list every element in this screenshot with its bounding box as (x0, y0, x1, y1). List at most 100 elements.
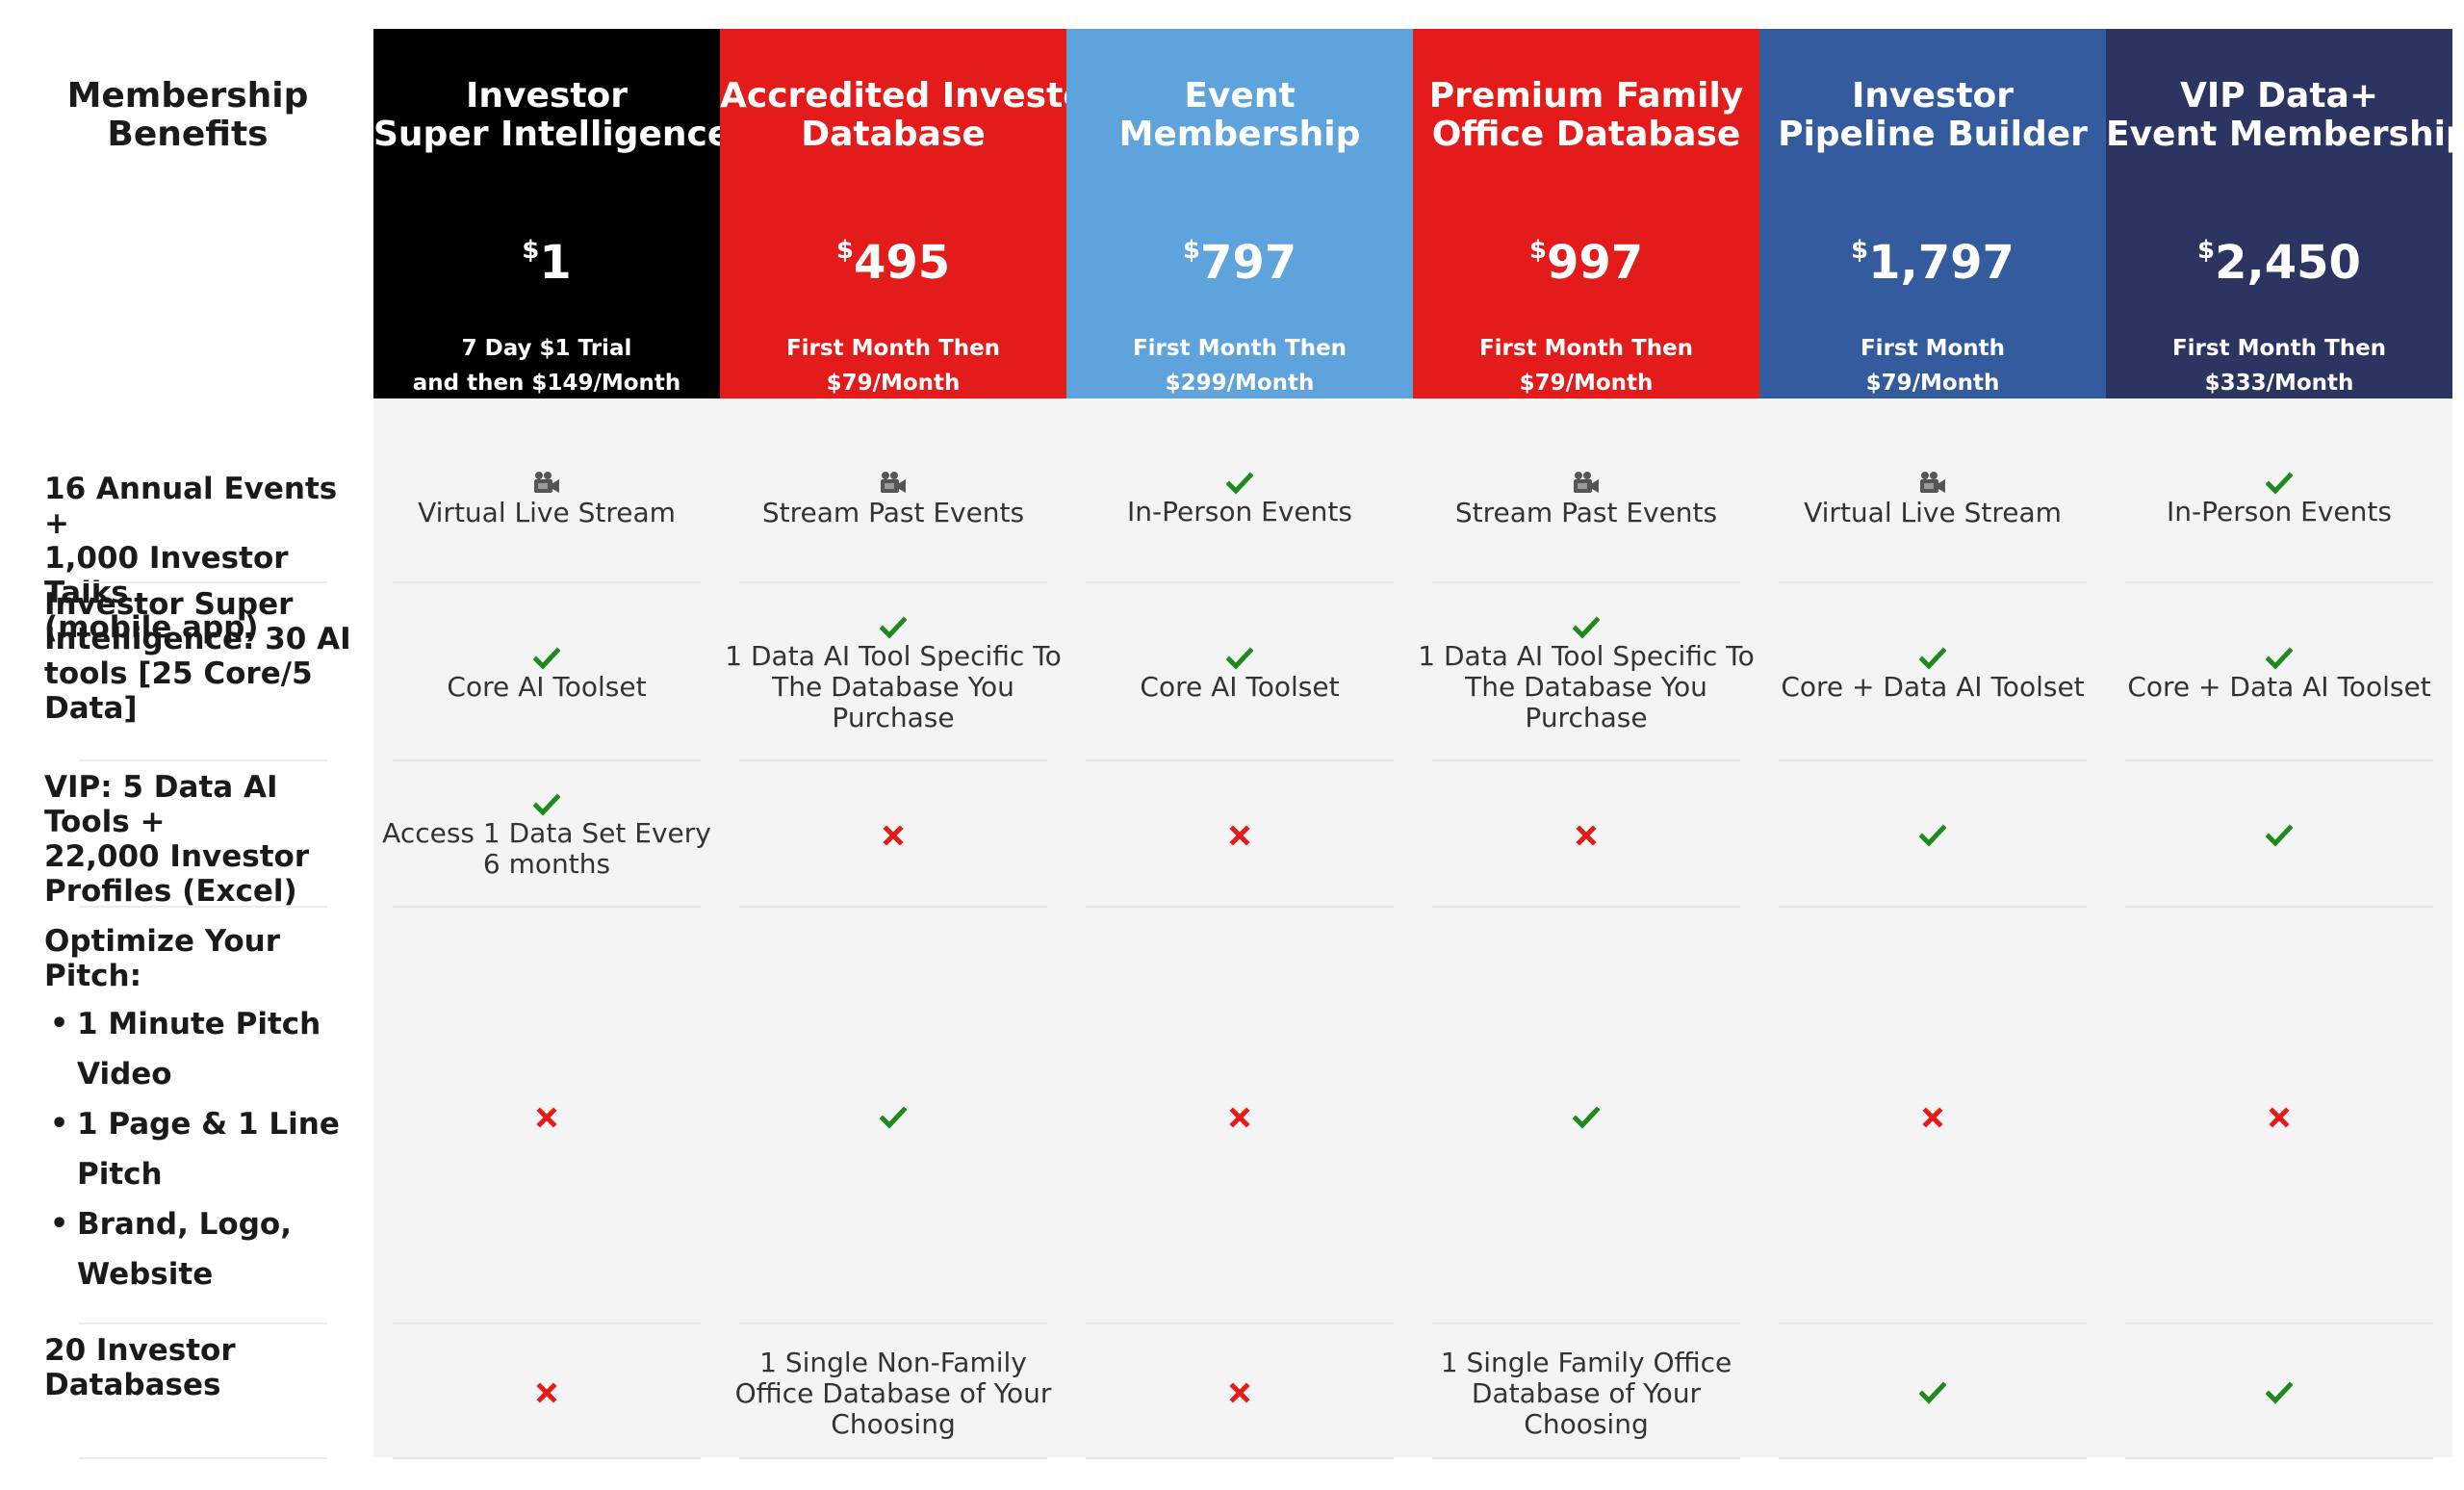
row-label-line: Optimize Your Pitch: (44, 924, 281, 993)
cell-divider (739, 1457, 1047, 1459)
row-label-line: Databases (44, 1368, 221, 1402)
row-label-line: 22,000 Investor (44, 839, 310, 874)
row-label-4: Optimize Your Pitch: • 1 Minute Pitch Video… (44, 924, 352, 1299)
billing-line: 7 Day $1 Trial (461, 336, 632, 361)
feature-cell-text: Purchase (832, 702, 955, 733)
pitch-feature-item: • 1 Page & 1 Line Pitch (44, 1099, 352, 1199)
check-icon (1573, 1106, 1600, 1129)
video-camera-icon (1920, 472, 1945, 493)
feature-cell-text: Database of Your (1471, 1377, 1702, 1409)
video-camera-icon (881, 472, 906, 493)
row-label-5: 20 Investor Databases (44, 1333, 352, 1402)
billing-line: and then $149/Month (412, 371, 681, 396)
check-icon (880, 616, 907, 639)
feature-cell-text: Choosing (1524, 1408, 1649, 1440)
plan-title-line: VIP Data+ (2179, 76, 2378, 116)
check-icon (2266, 824, 2293, 847)
cell-divider (2125, 1323, 2433, 1324)
cross-icon (1922, 1107, 1943, 1128)
feature-cell-text: The Database You (1465, 671, 1707, 703)
feature-cell: Virtual Live Stream (1759, 471, 2106, 528)
membership-benefits-heading: Membership Benefits (0, 29, 375, 398)
currency-symbol: $ (1528, 236, 1547, 265)
currency-symbol: $ (2197, 236, 2216, 265)
plan-price: $1 (373, 236, 720, 290)
cell-divider (393, 1323, 701, 1324)
cell-divider (1779, 1457, 2087, 1459)
cell-divider (2125, 906, 2433, 908)
plan-header-investor-pipeline-builder: Investor Pipeline Builder $1,797 First Mont… (1759, 29, 2106, 398)
cross-icon (2269, 1107, 2290, 1128)
feature-cell-text: Purchase (1525, 702, 1648, 733)
feature-cell-text: 1 Single Non-Family (759, 1347, 1027, 1378)
cell-divider (2125, 581, 2433, 583)
row-label-line: Data] (44, 691, 138, 726)
billing-line: $79/Month (1519, 371, 1654, 396)
corner-line-1: Membership (66, 76, 309, 116)
feature-cell (373, 1107, 720, 1130)
feature-cell-text: 1 Data AI Tool Specific To (1418, 640, 1755, 672)
plan-title-line: Accredited Investor (720, 76, 1104, 116)
cell-divider (739, 906, 1047, 908)
feature-cell: Virtual Live Stream (373, 471, 720, 528)
feature-cell-text: 6 months (482, 848, 611, 880)
feature-cell (1759, 1381, 2106, 1406)
price-amount: 495 (853, 236, 951, 290)
price-amount: 1 (539, 236, 572, 290)
feature-cell: 1 Single Non-Family Office Database of Yo… (720, 1348, 1066, 1440)
feature-cell: Stream Past Events (720, 471, 1066, 528)
plan-billing-terms: First Month Then $333/Month (2106, 331, 2452, 400)
video-camera-icon (534, 472, 559, 493)
bullet-dot: • (50, 1007, 69, 1040)
cell-divider (2125, 759, 2433, 761)
feature-cell: In-Person Events (2106, 472, 2452, 527)
currency-symbol: $ (1182, 236, 1200, 265)
pitch-feature-line: Brand, Logo, (77, 1207, 292, 1242)
feature-cell (2106, 1381, 2452, 1406)
plan-title-line: Investor (1851, 76, 2015, 116)
plan-title: Premium Family Office Database (1413, 77, 1759, 154)
cross-icon (536, 1382, 557, 1403)
comparison-table-body (373, 398, 2452, 1457)
cell-divider (1086, 759, 1394, 761)
feature-cell (720, 1106, 1066, 1131)
row-label-line: 16 Annual Events + (44, 472, 338, 541)
feature-cell-text: Core AI Toolset (447, 671, 647, 703)
billing-line: $79/Month (826, 371, 961, 396)
plan-billing-terms: First Month Then $299/Month (1066, 331, 1413, 400)
plan-title: Investor Super Intelligence (373, 77, 731, 154)
plan-title: Investor Pipeline Builder (1759, 77, 2106, 154)
billing-line: $79/Month (1865, 371, 2000, 396)
feature-cell (720, 825, 1066, 848)
plan-title: VIP Data+ Event Membership (2106, 76, 2464, 154)
pitch-feature-line: 1 Minute Pitch (77, 1007, 321, 1041)
row-label-divider (79, 906, 327, 908)
plan-billing-terms: First Month Then $79/Month (720, 331, 1066, 400)
feature-cell (1759, 1107, 2106, 1130)
feature-cell: Access 1 Data Set Every 6 months (373, 793, 720, 880)
check-icon (1919, 1381, 1946, 1404)
cell-divider (1086, 1323, 1394, 1324)
row-label-divider (79, 1457, 327, 1459)
billing-line: First Month Then (1478, 336, 1694, 361)
row-label-2: Investor Super Intelligence: 30 AI tools [… (44, 587, 352, 726)
plan-price: $2,450 (2106, 236, 2452, 290)
cell-divider (2125, 1457, 2433, 1459)
billing-line: $299/Month (1165, 371, 1315, 396)
cell-divider (393, 759, 701, 761)
check-icon (1573, 616, 1600, 639)
cross-icon (1229, 1382, 1250, 1403)
cell-divider (1432, 906, 1740, 908)
feature-cell-text: The Database You (772, 671, 1014, 703)
feature-cell-text: Access 1 Data Set Every (382, 817, 711, 849)
feature-cell: Core + Data AI Toolset (1759, 647, 2106, 703)
check-icon (880, 1106, 907, 1129)
plan-title-line: Pipeline Builder (1778, 115, 2088, 154)
cell-divider (1779, 759, 2087, 761)
feature-cell-text: Virtual Live Stream (418, 497, 676, 528)
row-label-line: tools [25 Core/5 (44, 656, 313, 691)
billing-line: First Month Then (2171, 336, 2387, 361)
row-label-line: 20 Investor (44, 1333, 236, 1368)
check-icon (1919, 824, 1946, 847)
corner-line-2: Benefits (107, 115, 269, 154)
